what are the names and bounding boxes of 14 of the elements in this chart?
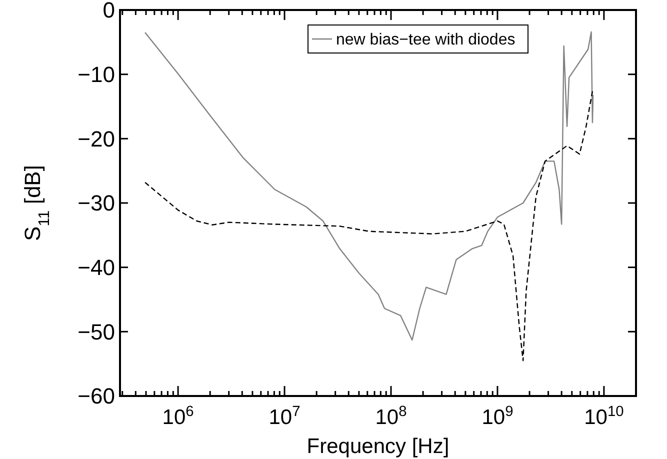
y-tick-label: −30: [78, 190, 115, 216]
y-tick-label: −60: [78, 384, 115, 409]
y-tick-label: −20: [78, 126, 115, 152]
x-tick-label: 10$^{10}$: [584, 404, 624, 429]
x-axis-title: Frequency [Hz]: [306, 435, 450, 458]
legend-label: new bias−tee with diodes: [336, 32, 516, 49]
y-tick-label: 0: [102, 0, 115, 23]
x-tick-label: 10$^{7}$: [268, 404, 300, 429]
y-tick-label: −10: [78, 62, 115, 88]
x-tick-label: 10$^{9}$: [482, 404, 514, 429]
y-tick-label: −50: [78, 319, 115, 344]
y-tick-label: −40: [78, 255, 115, 280]
x-tick-label: 10$^{8}$: [375, 404, 407, 429]
x-tick-label: 10$^{6}$: [162, 404, 194, 429]
